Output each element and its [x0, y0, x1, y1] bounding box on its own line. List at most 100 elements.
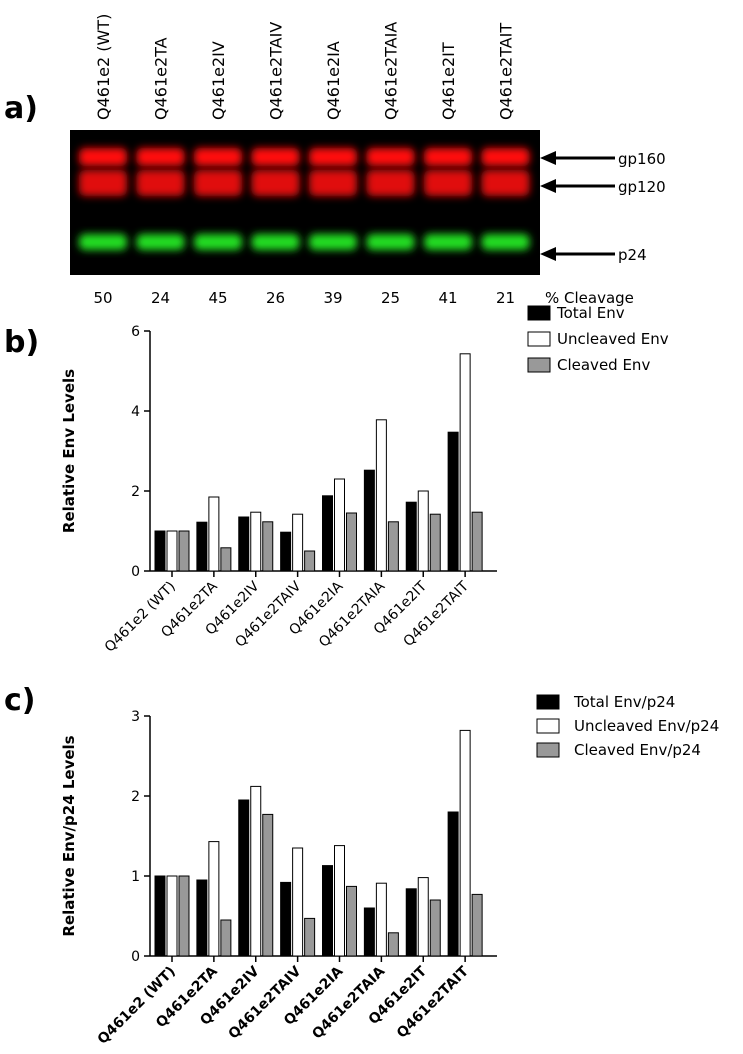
bar — [334, 845, 345, 957]
band-gp120 — [194, 170, 242, 196]
bar — [280, 881, 292, 957]
arrow-head — [540, 179, 556, 193]
bar — [405, 501, 417, 572]
y-axis-label: Relative Env/p24 Levels — [60, 735, 78, 936]
band-label: gp120 — [618, 178, 666, 196]
bar — [387, 521, 399, 572]
x-tick-label: Q461e2TAIA — [309, 963, 388, 1042]
bar — [322, 495, 333, 572]
bar — [154, 875, 166, 957]
band-gp120 — [309, 170, 357, 196]
legend-swatch — [536, 742, 560, 758]
bar — [304, 917, 316, 957]
cleavage-value: 24 — [151, 289, 170, 307]
bar — [208, 496, 220, 572]
band-label: gp160 — [618, 150, 666, 168]
y-tick-label: 2 — [131, 789, 140, 805]
x-tick-label: Q461e2TAIV — [225, 963, 304, 1042]
legend-label: Uncleaved Env/p24 — [574, 717, 719, 735]
panel-label: c) — [4, 683, 36, 718]
legend-label: Cleaved Env — [557, 356, 650, 374]
bar — [220, 547, 232, 572]
legend-swatch — [527, 305, 551, 321]
legend-label: Total Env/p24 — [573, 693, 675, 711]
bar — [387, 932, 399, 957]
band-p24 — [424, 234, 472, 250]
bar — [346, 885, 357, 957]
lane-label: Q461e2TAIA — [382, 22, 401, 120]
lane-label: Q461e2TAIT — [497, 23, 516, 120]
bar — [196, 521, 208, 572]
bar — [238, 516, 250, 572]
bar — [417, 490, 429, 572]
lane-label: Q461e2IA — [324, 41, 343, 120]
bar — [375, 419, 387, 572]
band-gp160 — [251, 148, 300, 166]
lane-label: Q461e2IV — [209, 41, 228, 120]
band-gp160 — [136, 148, 185, 166]
band-p24 — [136, 234, 185, 250]
bar — [405, 888, 417, 957]
y-tick-label: 4 — [131, 404, 140, 420]
bar — [208, 841, 220, 957]
cleavage-value: 41 — [438, 289, 457, 307]
y-tick-label: 6 — [131, 324, 140, 340]
band-gp120 — [366, 170, 415, 196]
y-tick-label: 0 — [131, 564, 140, 580]
lane-label: Q461e2TA — [152, 37, 171, 120]
band-p24 — [481, 234, 530, 250]
band-p24 — [366, 234, 415, 250]
band-gp160 — [194, 148, 242, 166]
bar — [196, 879, 208, 957]
band-gp160 — [309, 148, 357, 166]
y-axis-label: Relative Env Levels — [60, 369, 78, 533]
bar — [178, 875, 190, 957]
bar — [334, 478, 345, 572]
bar — [250, 511, 262, 572]
cleavage-value: 26 — [266, 289, 285, 307]
bar — [346, 512, 357, 572]
band-p24 — [309, 234, 357, 250]
bar — [375, 882, 387, 957]
bar — [471, 511, 483, 572]
panel-label: b) — [4, 325, 39, 360]
bar — [459, 729, 471, 957]
panel-label: a) — [4, 91, 38, 126]
bar — [250, 785, 262, 957]
lane-label: Q461e2IT — [439, 42, 458, 120]
legend-swatch — [536, 694, 560, 710]
cleavage-value: 45 — [208, 289, 227, 307]
band-p24 — [251, 234, 300, 250]
legend-swatch — [527, 331, 551, 347]
bar — [166, 530, 178, 572]
cleavage-value: 39 — [323, 289, 342, 307]
band-gp120 — [424, 170, 472, 196]
bar — [154, 530, 166, 572]
band-gp160 — [79, 148, 127, 166]
x-tick-label: Q461e2 (WT) — [102, 579, 179, 656]
band-gp160 — [481, 148, 530, 166]
band-gp120 — [251, 170, 300, 196]
bar — [166, 875, 178, 957]
legend-swatch — [536, 718, 560, 734]
bar — [292, 847, 304, 957]
bar — [238, 799, 250, 957]
y-tick-label: 3 — [131, 709, 140, 725]
band-gp160 — [366, 148, 415, 166]
band-p24 — [79, 234, 127, 250]
lane-label: Q461e2 (WT) — [94, 14, 113, 120]
y-tick-label: 2 — [131, 484, 140, 500]
band-label: p24 — [618, 246, 647, 264]
bar — [178, 530, 190, 572]
y-tick-label: 0 — [131, 949, 140, 965]
bar — [459, 353, 471, 572]
cleavage-label: % Cleavage — [545, 289, 634, 307]
bar — [292, 513, 304, 572]
y-tick-label: 1 — [131, 869, 140, 885]
legend-label: Cleaved Env/p24 — [574, 741, 701, 759]
bar — [322, 865, 333, 957]
bar — [429, 899, 441, 957]
band-gp120 — [136, 170, 185, 196]
bar — [447, 811, 459, 957]
bar — [262, 521, 274, 572]
